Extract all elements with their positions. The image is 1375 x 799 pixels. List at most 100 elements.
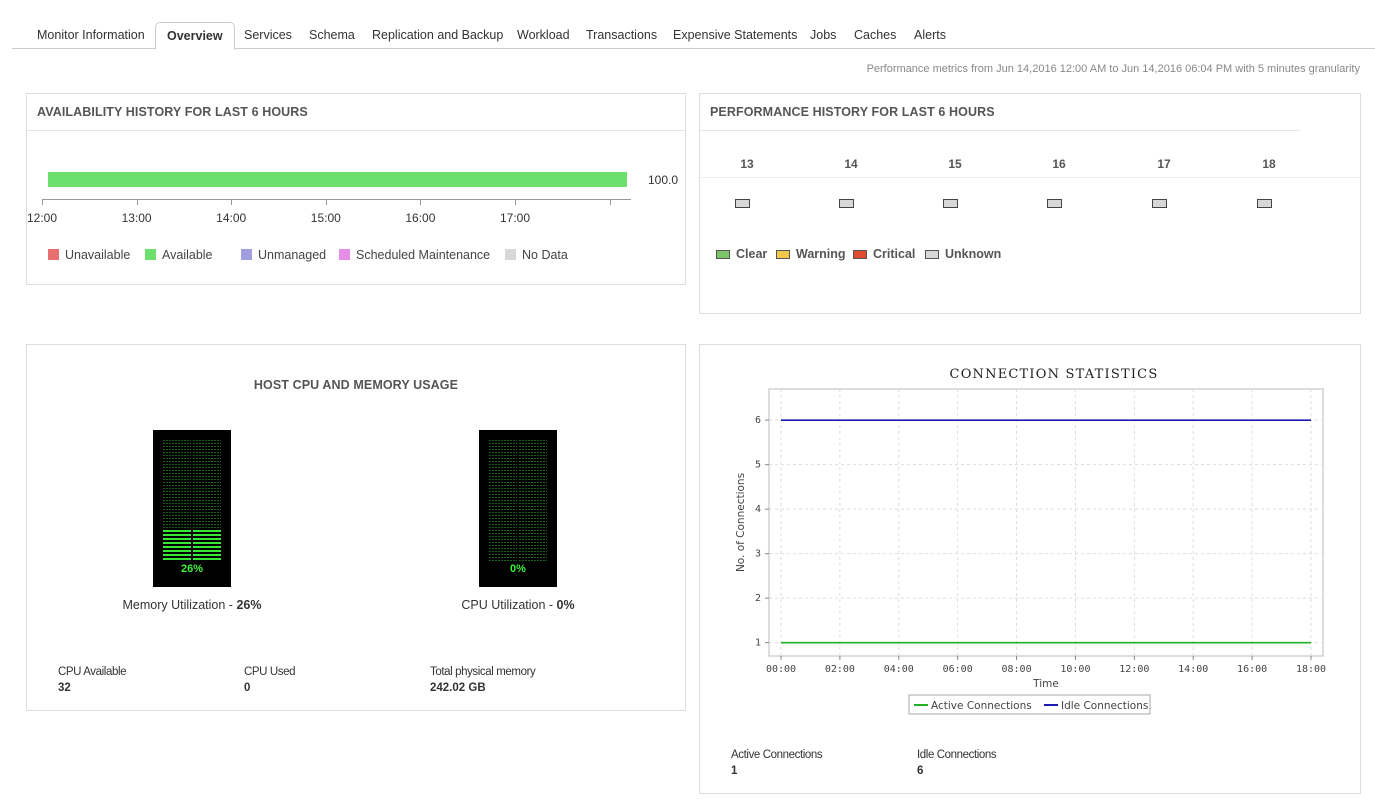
legend-label: Scheduled Maintenance	[356, 248, 491, 262]
availability-tick-label: 14:00	[216, 211, 247, 225]
caption-value: 0%	[556, 598, 575, 612]
critical-swatch	[853, 250, 867, 259]
host-cpu-memory-title: HOST CPU AND MEMORY USAGE	[253, 378, 459, 392]
legend-label: Active Connections	[931, 700, 1032, 712]
idle-connections-value: 6	[917, 765, 924, 777]
legend-label: Unknown	[945, 247, 1002, 261]
chart-legend	[908, 694, 1151, 715]
availability-tick-mark	[136, 199, 138, 205]
legend-label: Unavailable	[65, 248, 131, 262]
perf-legend-warning: Warning	[776, 247, 846, 261]
x-tick-label: 16:00	[1237, 664, 1267, 675]
tab-expensive-statements[interactable]: Expensive Statements	[673, 28, 798, 42]
caption-value: 26%	[236, 598, 262, 612]
tab-caches[interactable]: Caches	[854, 28, 897, 42]
availability-tick-mark	[609, 199, 611, 205]
perf-legend-clear: Clear	[716, 247, 767, 261]
meter-divider	[191, 440, 193, 561]
x-tick-label: 08:00	[1002, 664, 1032, 675]
legend-scheduled-maintenance: Scheduled Maintenance	[339, 248, 490, 262]
tab-services[interactable]: Services	[244, 28, 292, 42]
availability-tick-label: 12:00	[26, 211, 58, 225]
performance-history-panel: PERFORMANCE HISTORY FOR LAST 6 HOURS	[699, 93, 1361, 314]
cpu-used-label: CPU Used	[244, 666, 296, 678]
perf-status-unknown[interactable]	[943, 199, 958, 208]
x-tick-label: 00:00	[766, 664, 796, 675]
tab-replication-and-backup[interactable]: Replication and Backup	[372, 28, 504, 42]
legend-label: Clear	[736, 247, 768, 261]
available-swatch	[145, 249, 156, 260]
y-tick-label: 2	[755, 593, 761, 604]
tab-transactions[interactable]: Transactions	[586, 28, 658, 42]
tab-jobs[interactable]: Jobs	[810, 28, 837, 42]
unknown-swatch	[925, 250, 939, 259]
connection-statistics-chart: CONNECTION STATISTICS 1 2 3 4 5 6 00:00 02:00 04:…	[735, 367, 1326, 715]
perf-status-unknown[interactable]	[1257, 199, 1272, 208]
total-physical-memory-label: Total physical memory	[430, 666, 536, 678]
availability-tick-mark	[231, 199, 233, 205]
memory-utilization-caption: Memory Utilization - 26%	[92, 598, 292, 612]
idle-connections-label: Idle Connections	[917, 749, 997, 761]
y-tick-label: 6	[755, 415, 761, 426]
x-tick-label: 12:00	[1119, 664, 1149, 675]
perf-status-unknown[interactable]	[1152, 199, 1167, 208]
memory-percent-label: 26%	[180, 563, 204, 575]
legend-label: Idle Connections	[1061, 700, 1148, 712]
cpu-available-value: 32	[58, 682, 71, 694]
perf-status-unknown[interactable]	[735, 199, 750, 208]
tab-overview[interactable]: Overview	[155, 22, 235, 50]
tab-workload[interactable]: Workload	[517, 28, 570, 42]
legend-unavailable: Unavailable	[48, 248, 130, 262]
availability-history-title: AVAILABILITY HISTORY FOR LAST 6 HOURS	[37, 105, 308, 119]
legend-label: Critical	[873, 247, 916, 261]
caption-text: CPU Utilization -	[461, 598, 557, 612]
cpu-available-label: CPU Available	[58, 666, 127, 678]
x-tick-label: 06:00	[943, 664, 973, 675]
caption-text: Memory Utilization -	[122, 598, 237, 612]
divider	[27, 130, 685, 131]
availability-bar[interactable]	[48, 172, 627, 187]
chart-title: CONNECTION STATISTICS	[950, 367, 1159, 382]
cpu-used-value: 0	[244, 682, 251, 694]
legend-unmanaged: Unmanaged	[241, 248, 326, 262]
availability-axis	[42, 199, 631, 200]
divider	[700, 177, 1360, 178]
perf-status-unknown[interactable]	[1047, 199, 1062, 208]
total-physical-memory-value: 242.02 GB	[430, 682, 486, 694]
divider	[700, 130, 1300, 131]
availability-tick-mark	[42, 199, 43, 205]
tab-schema[interactable]: Schema	[309, 28, 355, 42]
availability-tick-mark	[420, 199, 422, 205]
cpu-percent-label: 0%	[510, 563, 526, 575]
perf-status-unknown[interactable]	[839, 199, 854, 208]
unavailable-swatch	[48, 249, 59, 260]
perf-hour: 17	[1157, 157, 1171, 171]
availability-tick-mark	[515, 199, 516, 205]
memory-utilization-meter: 26%	[153, 430, 231, 587]
availability-tick-label: 17:00	[499, 211, 531, 225]
warning-swatch	[776, 250, 790, 259]
tab-alerts[interactable]: Alerts	[914, 28, 946, 42]
host-cpu-memory-panel: HOST CPU AND MEMORY USAGE	[26, 344, 686, 711]
y-tick-label: 3	[755, 549, 761, 560]
cpu-utilization-meter: 0%	[479, 430, 557, 587]
x-axis-label: Time	[1032, 678, 1059, 690]
legend-label: Warning	[796, 247, 846, 261]
perf-hour: 13	[740, 157, 754, 171]
x-tick-label: 18:00	[1296, 664, 1326, 675]
tab-monitor-information[interactable]: Monitor Information	[37, 28, 145, 42]
clear-swatch	[716, 250, 730, 259]
x-tick-label: 02:00	[825, 664, 855, 675]
legend-available: Available	[145, 248, 213, 262]
availability-tick-label: 15:00	[310, 211, 341, 225]
availability-tick-label: 16:00	[405, 211, 436, 225]
x-tick-label: 04:00	[884, 664, 914, 675]
availability-value-label: 100.0	[648, 173, 679, 187]
y-axis-label: No. of Connections	[735, 473, 747, 572]
active-connections-label: Active Connections	[731, 749, 823, 761]
cpu-utilization-caption: CPU Utilization - 0%	[418, 598, 618, 612]
legend-label: Available	[162, 248, 213, 262]
y-tick-label: 5	[755, 460, 761, 471]
availability-tick-label: 13:00	[121, 211, 152, 225]
perf-hour: 16	[1052, 157, 1066, 171]
